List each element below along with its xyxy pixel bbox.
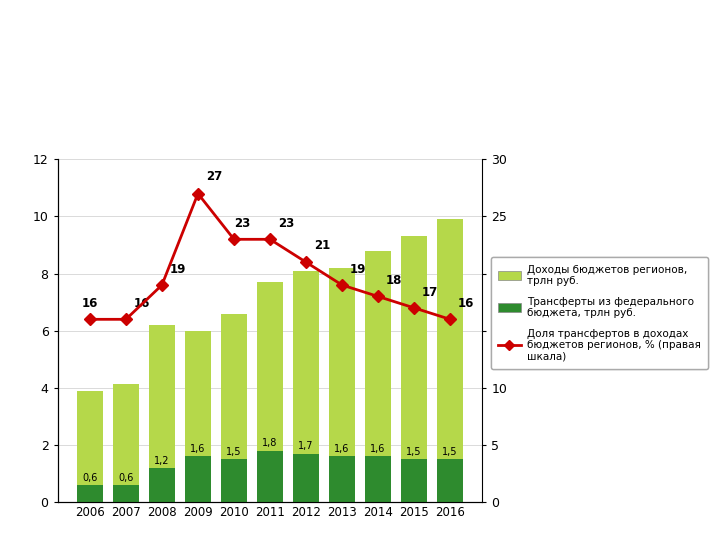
Text: 1,5: 1,5: [406, 447, 422, 457]
Text: 23: 23: [234, 217, 251, 230]
Bar: [257, 282, 283, 502]
Bar: [293, 454, 319, 502]
Bar: [293, 271, 319, 502]
Bar: [149, 468, 175, 502]
Bar: [257, 451, 283, 502]
Bar: [185, 330, 211, 502]
Text: 19: 19: [350, 263, 366, 276]
Bar: [113, 383, 139, 502]
Bar: [77, 391, 103, 502]
Text: 16: 16: [81, 297, 98, 310]
Bar: [437, 460, 463, 502]
Text: 19: 19: [170, 263, 186, 276]
Text: 0,6: 0,6: [82, 472, 98, 483]
Text: В 2016 г. - сокращение на 3% (без Крыма – на 4%): В 2016 г. - сокращение на 3% (без Крыма …: [182, 65, 538, 78]
Text: 18: 18: [386, 274, 402, 287]
Bar: [401, 237, 427, 502]
Text: 16: 16: [458, 297, 474, 310]
Bar: [221, 314, 247, 502]
Bar: [329, 456, 355, 502]
Bar: [329, 268, 355, 502]
Text: Доходы конс.бюджетов регионов и трансферты (без Крыма): Доходы конс.бюджетов регионов и трансфер…: [145, 118, 575, 131]
Text: 21: 21: [314, 239, 330, 252]
Text: 27: 27: [206, 170, 222, 183]
Text: 17: 17: [422, 286, 438, 299]
Bar: [221, 460, 247, 502]
Text: 16: 16: [134, 297, 150, 310]
Text: В 2015 г. трансферты регионам сократились на 3% (без Крыма – 0%): В 2015 г. трансферты регионам сократилис…: [115, 39, 605, 52]
Text: 1,6: 1,6: [190, 444, 206, 454]
Text: 1,6: 1,6: [334, 444, 350, 454]
Bar: [437, 219, 463, 502]
Text: 1,7: 1,7: [298, 441, 314, 451]
Text: 0,6: 0,6: [118, 472, 134, 483]
Text: 1,8: 1,8: [262, 438, 278, 449]
Bar: [149, 325, 175, 502]
Bar: [365, 251, 391, 502]
Bar: [185, 456, 211, 502]
Text: 1,6: 1,6: [370, 444, 386, 454]
Text: Изменение федеральной политики в период последнего кризиса: Изменение федеральной политики в период …: [69, 11, 651, 26]
Text: 1,5: 1,5: [442, 447, 458, 457]
Text: Янв.-ноя. 2017 г.– рост на 9% (Башкортостан – на 8%): Янв.-ноя. 2017 г.– рост на 9% (Башкортос…: [170, 91, 550, 104]
Bar: [77, 485, 103, 502]
Legend: Доходы бюджетов регионов,
трлн руб., Трансферты из федерального
бюджета, трлн ру: Доходы бюджетов регионов, трлн руб., Тра…: [490, 257, 708, 369]
Bar: [113, 485, 139, 502]
Bar: [365, 456, 391, 502]
Text: 1,5: 1,5: [226, 447, 242, 457]
Bar: [401, 460, 427, 502]
Text: 23: 23: [278, 217, 294, 230]
Text: 1,2: 1,2: [154, 456, 170, 465]
